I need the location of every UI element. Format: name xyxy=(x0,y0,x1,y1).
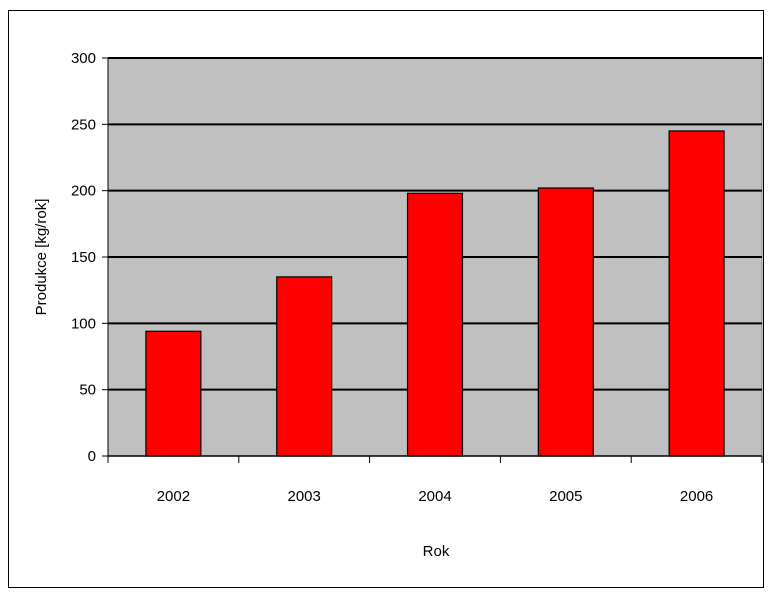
bar-2005 xyxy=(537,187,594,457)
y-tick-label: 50 xyxy=(79,382,96,399)
bar-2006 xyxy=(668,130,725,457)
y-tick-labels: 0 50 100 150 200 250 300 xyxy=(71,50,96,465)
x-tick-label: 2006 xyxy=(680,488,713,505)
x-tick-label: 2002 xyxy=(157,488,190,505)
y-axis-title: Produkce [kg/rok] xyxy=(33,199,50,316)
bar-2003 xyxy=(276,276,333,457)
bars xyxy=(145,130,725,457)
bar-2002 xyxy=(145,330,202,457)
y-tick-label: 100 xyxy=(71,315,96,332)
y-tick-label: 300 xyxy=(71,50,96,67)
x-tick-labels: 2002 2003 2004 2005 2006 xyxy=(157,488,714,505)
y-tick-label: 250 xyxy=(71,116,96,133)
x-tick-label: 2003 xyxy=(288,488,321,505)
y-tick-label: 0 xyxy=(88,448,96,465)
bar-2004 xyxy=(406,192,464,457)
y-tick-label: 200 xyxy=(71,183,96,200)
x-tick-label: 2004 xyxy=(418,488,451,505)
x-tick-label: 2005 xyxy=(549,488,582,505)
axes xyxy=(102,57,763,463)
x-axis-title: Rok xyxy=(423,543,450,560)
y-tick-label: 150 xyxy=(71,249,96,266)
